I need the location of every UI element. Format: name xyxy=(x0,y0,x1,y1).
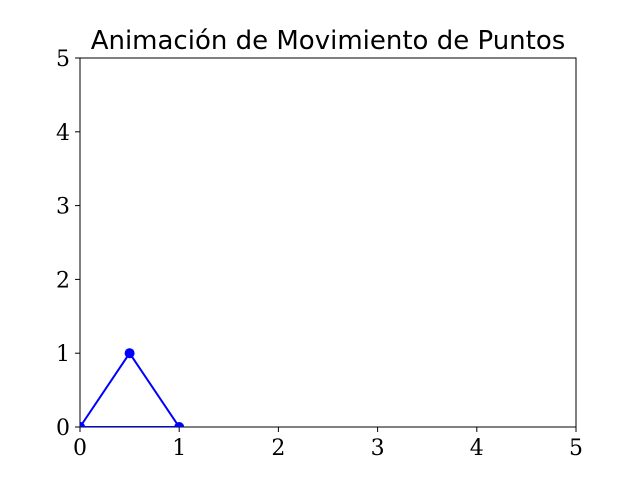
data-point xyxy=(124,348,135,359)
x-tick-label: 2 xyxy=(271,436,285,461)
series-line xyxy=(80,351,181,427)
y-tick-label: 2 xyxy=(56,268,70,293)
chart-title: Animación de Movimiento de Puntos xyxy=(91,26,566,56)
plot-area: 0 1 2 3 4 5 0 1 2 3 4 5 xyxy=(56,47,583,461)
x-tick-label: 3 xyxy=(371,436,385,461)
data-point xyxy=(80,422,85,427)
x-tick-label: 0 xyxy=(73,436,87,461)
x-tick-label: 4 xyxy=(470,436,484,461)
y-tick-label: 4 xyxy=(56,121,70,146)
y-tick-label: 1 xyxy=(56,342,70,367)
series-group xyxy=(80,348,185,427)
data-point xyxy=(174,422,185,427)
x-tick-label: 1 xyxy=(172,436,186,461)
y-tick-label: 3 xyxy=(56,195,70,220)
y-tick-label: 0 xyxy=(56,416,70,441)
x-tick-label: 5 xyxy=(569,436,583,461)
y-tick-label: 5 xyxy=(56,47,70,72)
axes-frame xyxy=(79,57,577,428)
